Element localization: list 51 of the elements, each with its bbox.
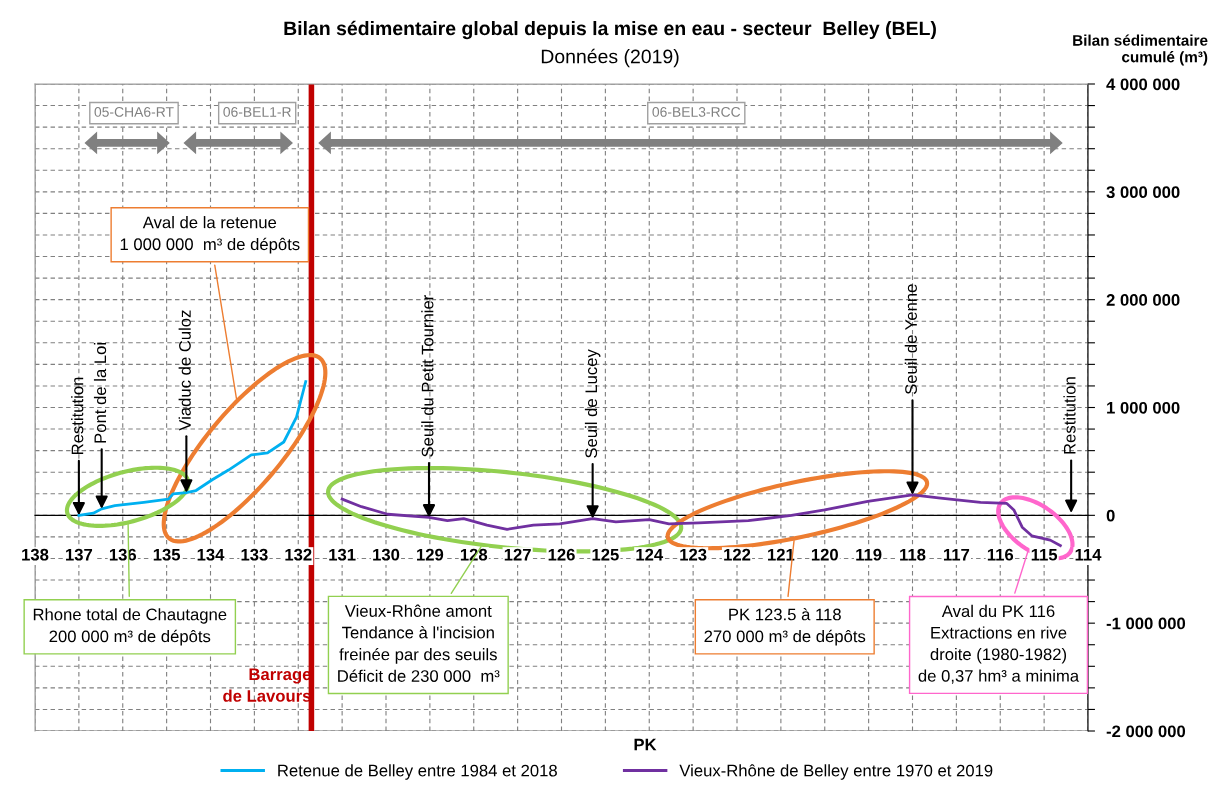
y-tick-label: -2 000 000 [1106,725,1186,738]
annotation: Seuil du Petit Tournier [421,295,434,457]
x-tick-label: 127 [504,548,531,561]
annotation: Aval de la retenue 1 000 000 m³ de dépôts [120,216,300,254]
chart-title: Bilan sédimentaire global depuis la mise en eau - secteur Belley (BEL) [284,20,936,40]
x-tick-label: 114 [1075,548,1102,561]
x-tick-label: 129 [417,548,444,561]
annotation: Seuil de Lucey [584,349,601,458]
annotation: Rhone total de Chautagne 200 000 m³ de dépôts [33,608,227,646]
y-tick-label: 2 000 000 [1106,294,1180,306]
x-tick-label: 118 [900,548,926,561]
annotation: Vieux-Rhône amont Tendance à l'incision freinée par des seuils Déficit de 230 000 m³ [338,604,500,682]
x-tick-label: 123 [680,548,707,561]
ref-line-label: Barrage de Lavours [223,668,311,702]
x-tick-label: 138 [22,548,49,561]
y-tick-label: 1 000 000 [1107,401,1180,414]
annotation: 05-CHA6-RT [94,107,174,117]
y-tick-label: -1 000 000 [1106,617,1186,630]
x-tick-label: 126 [548,548,575,561]
x-tick-label: 135 [153,548,181,561]
x-tick-label: 124 [636,548,664,561]
annotation: 06-BEL3-RCC [652,107,741,117]
x-tick-label: 137 [66,548,93,561]
legend-label: Vieux-Rhône de Belley entre 1970 et 2019 [679,764,993,780]
x-axis-title: PK [634,738,657,751]
y-tick-label: 0 [1106,509,1115,522]
annotation: Aval du PK 116 Extractions en rive droite (1980-1982) de 0,37 hm³ a minima [918,604,1080,684]
x-tick-label: 130 [373,548,400,561]
x-tick-label: 132 [285,548,312,561]
annotation: 06-BEL1-R [223,107,291,117]
legend-label: Retenue de Belley entre 1984 et 2018 [278,764,557,780]
chart-subtitle: Données (2019) [541,48,679,68]
x-tick-label: 116 [987,548,1014,561]
x-tick-label: 125 [592,548,619,561]
x-tick-label: 115 [1031,548,1058,561]
y-tick-label: 4 000 000 [1106,78,1180,91]
x-tick-label: 134 [197,548,225,561]
y-tick-label: 3 000 000 [1106,186,1180,199]
x-tick-label: 120 [811,548,838,561]
x-tick-label: 122 [724,548,751,561]
annotation: Pont de la Loi [93,343,107,443]
annotation: Restitution [1063,377,1076,454]
x-tick-label: 117 [943,548,970,561]
x-tick-label: 131 [329,548,356,561]
x-tick-label: 119 [856,548,882,561]
x-tick-label: 133 [241,548,268,561]
annotation: Viaduc de Culoz [178,310,191,431]
y-axis-title: Bilan sédimentaire cumulé (m³) [1073,34,1208,66]
annotation: PK 123.5 à 118 270 000 m³ de dépôts [704,607,866,646]
annotation: Restitution [71,377,84,454]
annotation: Seuil de Yenne [904,284,917,395]
